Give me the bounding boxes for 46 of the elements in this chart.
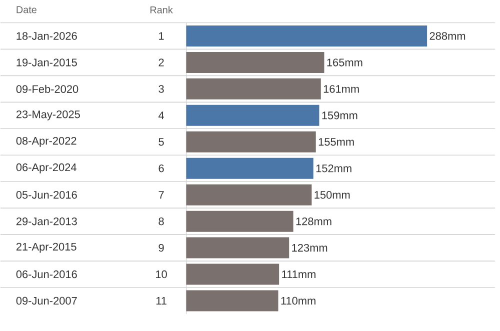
bar	[186, 290, 278, 312]
text: 6	[158, 164, 164, 172]
y-tick-label: 23-May-2025	[16, 110, 80, 120]
y-tick-label: 29-Jan-2013	[16, 218, 77, 226]
data-label: 159mm	[322, 112, 358, 120]
bar	[186, 264, 280, 285]
bar	[186, 52, 324, 74]
data-label: 111mm	[282, 270, 316, 278]
bar	[186, 78, 321, 100]
y-tick-label: 08-Apr-2022	[16, 137, 76, 147]
data-label: 152mm	[316, 164, 352, 172]
data-label: 110mm	[281, 297, 316, 305]
y-tick-label: 06-Jun-2016	[16, 270, 77, 278]
bar	[186, 158, 314, 179]
y-tick-label: 05-Jun-2016	[16, 191, 77, 199]
y-axis-title: Date	[16, 6, 36, 14]
y-tick-label: 06-Apr-2024	[16, 164, 76, 174]
data-label: 123mm	[292, 244, 328, 252]
bar	[186, 132, 316, 153]
data-label: 161mm	[324, 85, 359, 93]
text: 1	[159, 32, 164, 40]
bar	[186, 237, 290, 258]
bar	[186, 184, 312, 206]
y-tick-label: 09-Feb-2020	[16, 85, 78, 94]
text: 8	[158, 218, 164, 226]
y-tick-label: 09-Jun-2007	[16, 297, 77, 305]
text: 2	[158, 58, 164, 66]
bar	[186, 26, 428, 47]
text: 9	[158, 244, 164, 252]
data-label: 288mm	[430, 32, 466, 40]
text: 11	[156, 297, 166, 305]
data-label: 165mm	[327, 58, 362, 66]
data-label: 150mm	[314, 191, 350, 199]
text: 7	[158, 191, 164, 199]
bar	[186, 210, 294, 232]
y-tick-label: 18-Jan-2026	[16, 32, 77, 40]
text: 10	[156, 270, 167, 278]
bar	[186, 105, 320, 126]
data-label: 128mm	[296, 218, 332, 226]
text: Rank	[150, 6, 173, 14]
text: 4	[158, 112, 164, 120]
y-tick-label: 21-Apr-2015	[16, 242, 76, 253]
data-label: 155mm	[318, 138, 354, 146]
y-tick-label: 19-Jan-2015	[16, 58, 77, 66]
text: 3	[158, 85, 164, 93]
text: 5	[158, 138, 164, 146]
